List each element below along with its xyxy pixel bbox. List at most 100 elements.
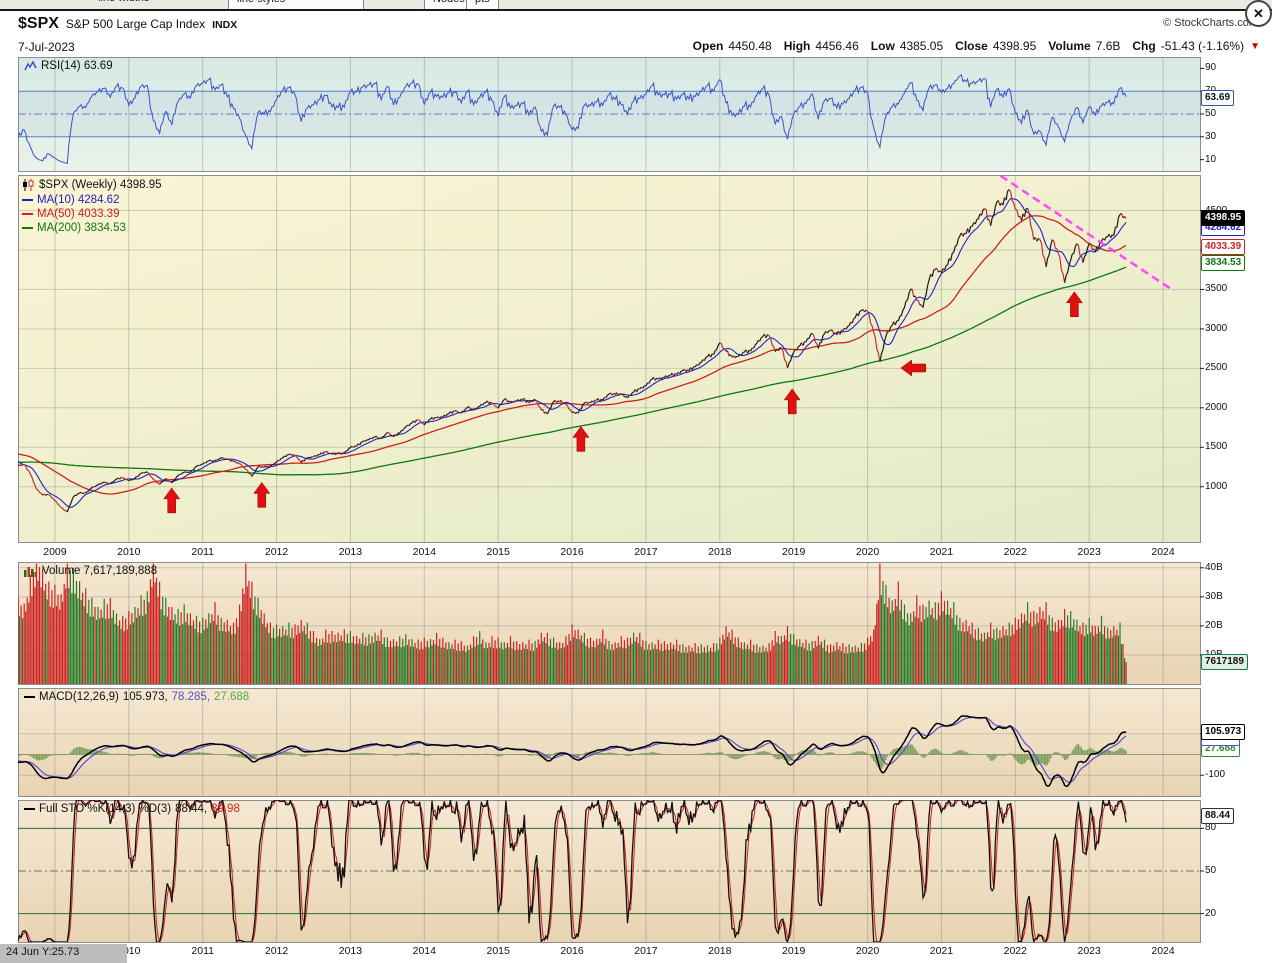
ma50-legend-text: MA(50) 4033.39 xyxy=(37,208,120,220)
sto-ytick: 20 xyxy=(1205,907,1217,919)
index-name: S&P 500 Large Cap Index xyxy=(65,17,206,31)
low-value: 4385.05 xyxy=(899,39,944,53)
quote-row: Open 4450.48 High 4456.46 Low 4385.05 Cl… xyxy=(686,39,1260,53)
xaxis-year-top: 2014 xyxy=(412,546,436,558)
xaxis-year-top: 2009 xyxy=(43,546,67,558)
rsi-value-box: 63.69 xyxy=(1201,90,1235,107)
ma50-line-icon xyxy=(22,213,33,215)
rsi-ytick: 10 xyxy=(1205,153,1217,165)
rsi-ytick: 50 xyxy=(1205,108,1217,119)
xaxis-year-bottom: 2023 xyxy=(1077,945,1101,957)
price-ytick: 2500 xyxy=(1205,362,1228,374)
close-icon: ✕ xyxy=(1253,5,1264,21)
xaxis-year-top: 2018 xyxy=(708,546,732,558)
xaxis-year-top: 2017 xyxy=(634,546,658,558)
volume-label: Volume xyxy=(1048,39,1091,53)
xaxis-year-bottom: 2024 xyxy=(1151,945,1175,957)
xaxis-year-bottom: 2015 xyxy=(486,945,510,957)
xaxis-year-top: 2010 xyxy=(117,546,141,558)
price-ytick: 1000 xyxy=(1205,480,1228,492)
exchange-label: INDX xyxy=(212,19,238,31)
xaxis-year-top: 2012 xyxy=(264,546,289,558)
close-label: Close xyxy=(955,39,988,53)
ma50-legend: MA(50) 4033.39 xyxy=(22,208,119,220)
high-value: 4456.46 xyxy=(815,39,859,53)
open-value: 4450.48 xyxy=(728,39,772,53)
volume-ytick: 40B xyxy=(1205,561,1223,573)
xaxis-year-top: 2011 xyxy=(191,546,214,558)
rsi-line-icon xyxy=(24,60,37,70)
ma10-legend: MA(10) 4284.62 xyxy=(22,194,119,206)
xaxis-year-top: 2020 xyxy=(855,546,880,558)
macd-hist-value: 27.688 xyxy=(214,691,250,703)
sto-ytick: 80 xyxy=(1205,822,1217,834)
toolbar-line-styles-dropdown[interactable]: line styles xyxy=(228,0,364,9)
price-legend: $SPX (Weekly) 4398.95 xyxy=(22,179,162,191)
volume-ytick: 20B xyxy=(1205,619,1223,631)
price-ma200-box: 3834.53 xyxy=(1201,255,1246,272)
open-label: Open xyxy=(692,39,724,53)
rsi-ytick: 90 xyxy=(1205,62,1217,74)
xaxis-year-bottom: 2013 xyxy=(338,945,363,957)
price-ytick: 1500 xyxy=(1205,441,1228,453)
volume-ytick: 30B xyxy=(1205,590,1223,602)
xaxis-year-top: 2015 xyxy=(486,546,510,558)
xaxis-year-top: 2019 xyxy=(782,546,806,558)
close-button[interactable]: ✕ xyxy=(1245,0,1272,27)
volume-bars-icon xyxy=(24,566,37,577)
xaxis-year-bottom: 2021 xyxy=(929,945,954,957)
ma10-legend-text: MA(10) 4284.62 xyxy=(37,194,120,206)
volume-legend-text: Volume 7,617,189,888 xyxy=(42,565,158,577)
volume-value-box: 7617189 xyxy=(1201,653,1248,670)
ma10-line-icon xyxy=(22,199,33,201)
price-close-box: 4398.95 xyxy=(1201,210,1246,227)
price-ytick: 3500 xyxy=(1205,283,1228,295)
sto-k-value: 88.44, xyxy=(175,803,208,815)
sto-legend-label: Full STO %K(14,3) %D(3) xyxy=(39,803,172,815)
sto-ytick: 50 xyxy=(1205,865,1217,876)
macd-panel[interactable] xyxy=(18,688,1201,797)
ma200-legend: MA(200) 3834.53 xyxy=(22,222,126,234)
xaxis-year-bottom: 2022 xyxy=(1003,945,1027,957)
xaxis-year-bottom: 2012 xyxy=(264,945,289,957)
header: $SPX S&P 500 Large Cap Index INDX xyxy=(18,15,237,33)
price-legend-text: $SPX (Weekly) 4398.95 xyxy=(39,179,162,191)
macd-line-icon xyxy=(24,696,35,698)
copyright: © StockCharts.com xyxy=(1163,17,1258,29)
rsi-legend: RSI(14) 63.69 xyxy=(24,60,113,72)
toolbar-line-widths-label[interactable]: line widths xyxy=(90,0,157,9)
macd-legend-label: MACD(12,26,9) xyxy=(39,691,119,703)
volume-legend: Volume 7,617,189,888 xyxy=(24,565,157,577)
change-down-arrow-icon: ▼ xyxy=(1250,40,1260,52)
xaxis-year-top: 2013 xyxy=(338,546,363,558)
price-ytick: 3000 xyxy=(1205,322,1228,334)
xaxis-year-bottom: 2017 xyxy=(634,945,658,957)
sto-line-icon xyxy=(24,808,35,810)
toolbar-pts-button[interactable]: pts xyxy=(466,0,499,9)
sto-value-box: 88.44 xyxy=(1201,808,1235,825)
ma200-legend-text: MA(200) 3834.53 xyxy=(37,222,126,234)
macd-legend: MACD(12,26,9) 105.973, 78.285, 27.688 xyxy=(24,691,249,703)
xaxis-year-bottom: 2014 xyxy=(412,945,436,957)
xaxis-year-bottom: 2016 xyxy=(560,945,584,957)
macd-value-box: 105.973 xyxy=(1201,724,1246,741)
volume-value: 7.6B xyxy=(1095,39,1121,53)
macd-value: 105.973, xyxy=(122,691,168,703)
xaxis-year-top: 2021 xyxy=(929,546,954,558)
xaxis-year-bottom: 2018 xyxy=(708,945,732,957)
low-label: Low xyxy=(870,39,895,53)
change-label: Chg xyxy=(1132,39,1156,53)
high-label: High xyxy=(783,39,811,53)
xaxis-year-top: 2023 xyxy=(1077,546,1101,558)
chart-date: 7-Jul-2023 xyxy=(18,40,75,54)
ma200-line-icon xyxy=(22,227,33,229)
sto-d-value: 89.98 xyxy=(211,803,240,815)
crosshair-readout: 24 Jun Y:25.73 xyxy=(0,944,127,963)
price-ma50-box: 4033.39 xyxy=(1201,239,1246,256)
xaxis-year-top: 2024 xyxy=(1151,546,1175,558)
xaxis-year-bottom: 2011 xyxy=(191,945,214,957)
xaxis-year-bottom: 2020 xyxy=(855,945,880,957)
price-ytick: 2000 xyxy=(1205,401,1228,413)
